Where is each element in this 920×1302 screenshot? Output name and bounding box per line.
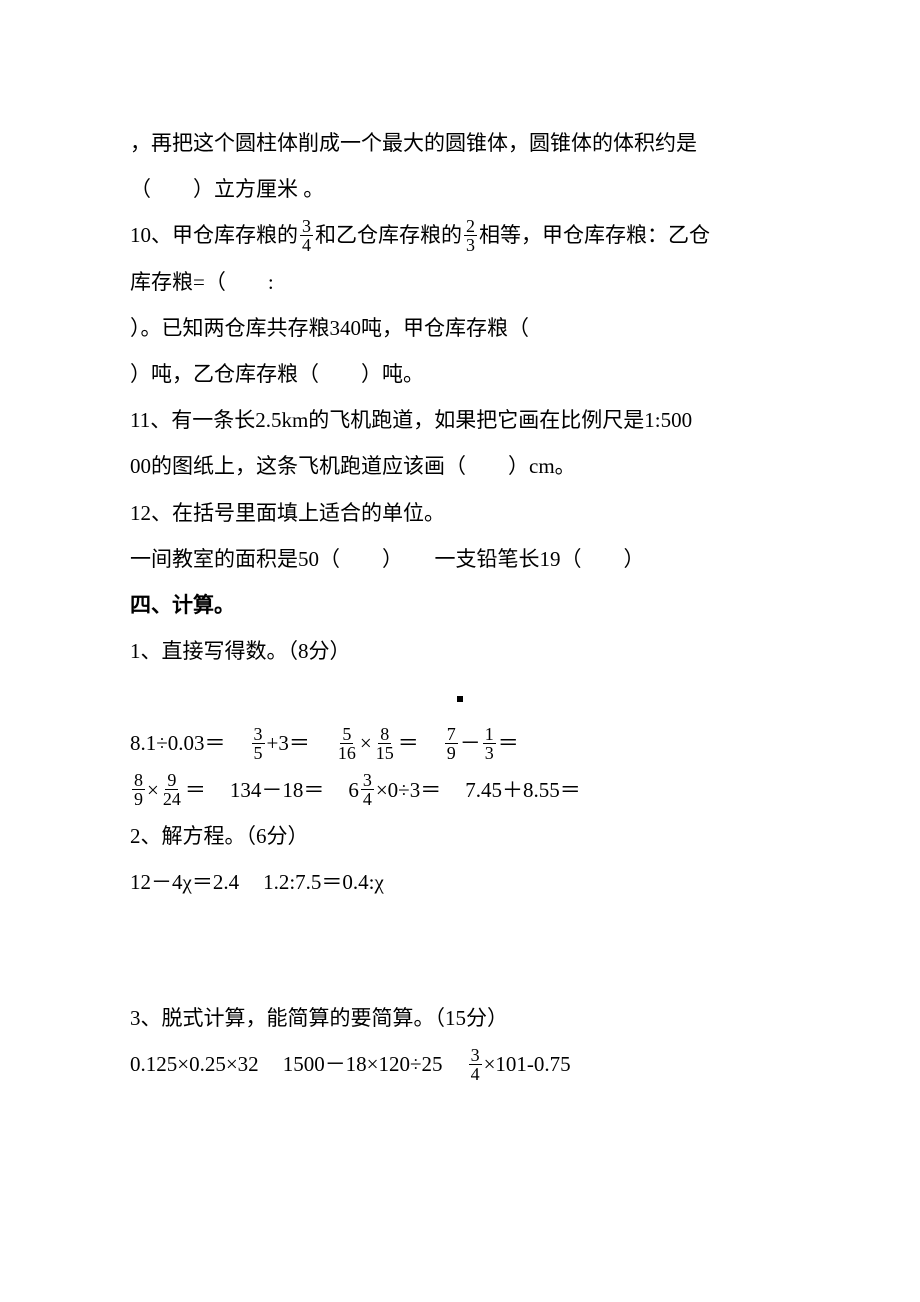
calc2-title: 2、解方程。（6分） (130, 813, 790, 859)
frac-num: 3 (361, 771, 374, 790)
equals-sign: ＝ (498, 731, 519, 755)
calc1-r1-b-tail: +3＝ (267, 731, 310, 755)
q10-mid1: 和乙仓库存粮的 (315, 223, 462, 247)
q-cont-line2: （ ）立方厘米 。 (130, 166, 790, 212)
frac-num: 5 (340, 725, 353, 744)
fraction-3-4: 34 (300, 217, 313, 254)
frac-den: 5 (252, 744, 265, 762)
fraction-3-4: 34 (361, 771, 374, 808)
calc3-e3: 34×101-0.75 (467, 1041, 571, 1087)
q12-line2: 一间教室的面积是50（ ） 一支铅笔长19（ ） (130, 536, 790, 582)
calc3-e3-tail: ×101-0.75 (484, 1052, 571, 1076)
frac-num: 1 (483, 725, 496, 744)
fraction-7-9: 79 (445, 725, 458, 762)
calc1-title: 1、直接写得数。（8分） (130, 628, 790, 674)
frac-den: 4 (361, 790, 374, 808)
calc1-r1-a: 8.1÷0.03＝ (130, 720, 226, 766)
fraction-9-24: 924 (161, 771, 183, 808)
calc3-e1: 0.125×0.25×32 (130, 1041, 259, 1087)
equals-sign: ＝ (185, 778, 206, 802)
frac-num: 3 (469, 1046, 482, 1065)
fraction-2-3: 23 (464, 217, 477, 254)
calc2-eq1: 12－4χ＝2.4 (130, 859, 239, 905)
frac-den: 9 (445, 744, 458, 762)
fraction-3-5: 35 (252, 725, 265, 762)
frac-den: 4 (300, 236, 313, 254)
mult-sign: × (360, 731, 372, 755)
calc2-eq2: 1.2:7.5＝0.4:χ (263, 859, 384, 905)
fraction-5-16: 516 (336, 725, 358, 762)
frac-num: 3 (252, 725, 265, 744)
calc1-r2-c-lead: 6 (348, 778, 359, 802)
equals-sign: ＝ (398, 731, 419, 755)
q10-mid2: 相等，甲仓库存粮：乙仓 (479, 223, 710, 247)
calc1-r1-b: 35+3＝ (250, 720, 310, 766)
frac-den: 15 (374, 744, 396, 762)
calc2-equations: 12－4χ＝2.4 1.2:7.5＝0.4:χ (130, 859, 790, 905)
q10-line1: 10、甲仓库存粮的34和乙仓库存粮的23相等，甲仓库存粮：乙仓 (130, 212, 790, 258)
calc1-row2: 89×924＝ 134－18＝ 634×0÷3＝ 7.45＋8.55＝ (130, 767, 790, 813)
calc1-r2-c-tail: ×0÷3＝ (376, 778, 441, 802)
calc1-r1-d: 79－13＝ (443, 720, 519, 766)
calc3-title: 3、脱式计算，能简算的要简算。（15分） (130, 995, 790, 1041)
frac-den: 3 (483, 744, 496, 762)
work-space (130, 905, 790, 995)
mult-sign: × (147, 778, 159, 802)
frac-den: 4 (469, 1065, 482, 1083)
fraction-3-4: 34 (469, 1046, 482, 1083)
calc1-r2-a: 89×924＝ (130, 767, 206, 813)
q-cont-line1: ，再把这个圆柱体削成一个最大的圆锥体，圆锥体的体积约是 (130, 120, 790, 166)
q11-line2: 00的图纸上，这条飞机跑道应该画（ ）cm。 (130, 443, 790, 489)
q10-line4: ）吨，乙仓库存粮（ ）吨。 (130, 351, 790, 397)
calc3-e2: 1500－18×120÷25 (283, 1041, 443, 1087)
fraction-8-15: 815 (374, 725, 396, 762)
frac-num: 8 (378, 725, 391, 744)
calc1-r2-d: 7.45＋8.55＝ (465, 767, 581, 813)
calc1-r1-c: 516×815＝ (334, 720, 419, 766)
section-4-heading: 四、计算。 (130, 582, 790, 628)
frac-den: 24 (161, 790, 183, 808)
frac-num: 2 (464, 217, 477, 236)
calc3-expressions: 0.125×0.25×32 1500－18×120÷25 34×101-0.75 (130, 1041, 790, 1087)
q10-prefix: 10、甲仓库存粮的 (130, 223, 298, 247)
q11-line1: 11、有一条长2.5km的飞机跑道，如果把它画在比例尺是1:500 (130, 397, 790, 443)
frac-den: 16 (336, 744, 358, 762)
fraction-8-9: 89 (132, 771, 145, 808)
frac-num: 8 (132, 771, 145, 790)
minus-sign: － (460, 731, 481, 755)
calc1-r2-b: 134－18＝ (230, 767, 325, 813)
q10-line2: 库存粮=（ : (130, 259, 790, 305)
frac-num: 9 (165, 771, 178, 790)
q12-line1: 12、在括号里面填上适合的单位。 (130, 490, 790, 536)
q10-line3: ）。已知两仓库共存粮340吨，甲仓库存粮（ (130, 305, 790, 351)
frac-num: 7 (445, 725, 458, 744)
marker-icon (457, 696, 463, 702)
frac-den: 9 (132, 790, 145, 808)
calc1-r2-c: 634×0÷3＝ (348, 767, 441, 813)
fraction-1-3: 13 (483, 725, 496, 762)
calc1-row1: 8.1÷0.03＝ 35+3＝ 516×815＝ 79－13＝ (130, 720, 790, 766)
frac-num: 3 (300, 217, 313, 236)
frac-den: 3 (464, 236, 477, 254)
